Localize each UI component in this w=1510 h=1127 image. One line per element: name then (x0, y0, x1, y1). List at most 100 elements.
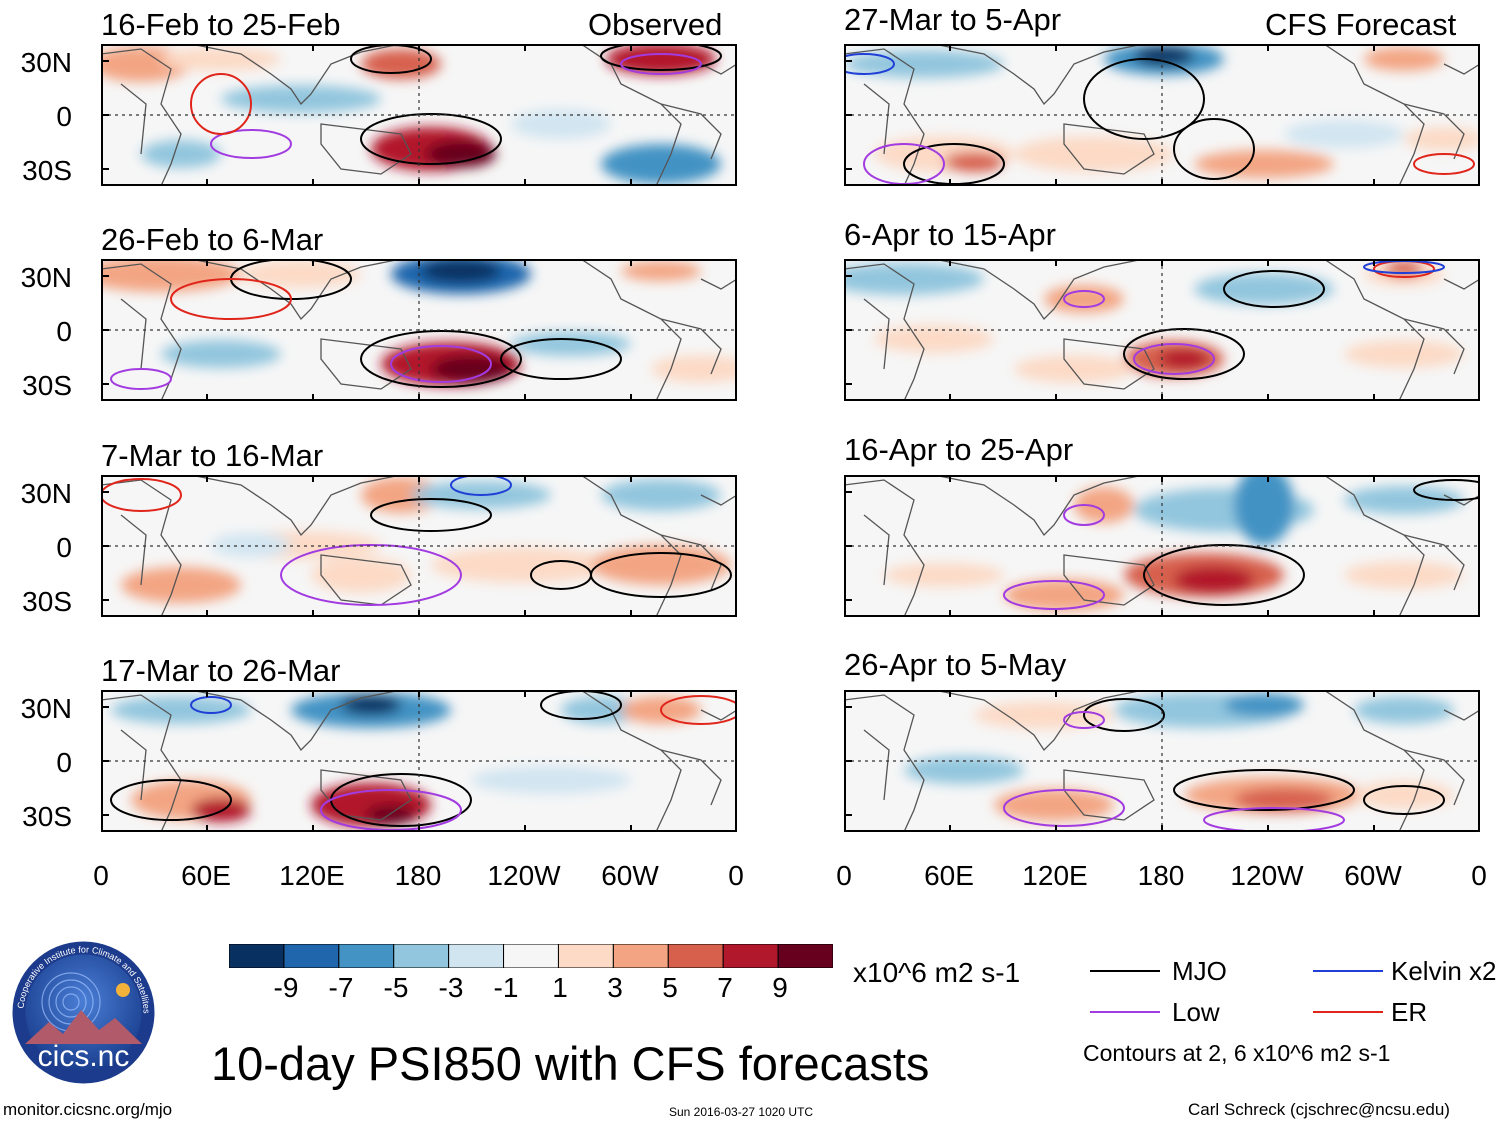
filter-contour (1003, 580, 1105, 610)
anomaly-shade (1194, 150, 1334, 178)
panel-tag-observed: Observed (588, 7, 723, 42)
panel-frame (101, 475, 737, 617)
xtick-left-120e: 120E (279, 860, 345, 891)
filter-contour (1413, 479, 1480, 501)
colorbar-label: -1 (493, 972, 519, 1003)
filter-contour (190, 73, 252, 135)
anomaly-shade (1044, 285, 1124, 313)
panel-title-8: 26-Apr to 5-May (844, 647, 1067, 682)
panel-tag-forecast: CFS Forecast (1265, 7, 1457, 42)
xtick-left-0: 0 (93, 860, 109, 891)
colorbar-label: -5 (383, 972, 409, 1003)
filter-contour (390, 345, 492, 383)
filter-contour (1143, 544, 1305, 606)
legend-label-mjo: MJO (1172, 956, 1227, 986)
legend-swatch-mjo (1090, 970, 1160, 972)
colorbar-swatch (503, 943, 559, 969)
map-panel-1 (101, 44, 737, 186)
filter-contour (280, 544, 462, 606)
filter-contour (1063, 290, 1105, 308)
ytick-0-p1: 0 (56, 101, 72, 132)
legend-swatch-er (1313, 1011, 1383, 1013)
colorbar-swatch (338, 943, 395, 969)
xtick-right-60e: 60E (924, 860, 974, 891)
filter-contour (1063, 711, 1105, 729)
colorbar-swatch (612, 943, 669, 969)
ytick-0-p2: 0 (56, 316, 72, 347)
panel-title-4: 17-Mar to 26-Mar (101, 653, 341, 688)
anomaly-shade (211, 533, 291, 557)
filter-contour (110, 368, 172, 390)
filter-contour (1413, 153, 1475, 175)
filter-contour (1063, 504, 1105, 526)
xtick-right-360: 0 (1471, 860, 1487, 891)
xtick-left-60w: 60W (601, 860, 659, 891)
anomaly-shade (844, 263, 984, 295)
map-graphic (101, 259, 737, 401)
colorbar-swatch (557, 943, 614, 969)
xtick-right-0: 0 (836, 860, 852, 891)
anomaly-shade (1364, 47, 1444, 71)
anomaly-shade (341, 695, 401, 715)
filter-contour (1363, 785, 1445, 815)
anomaly-shade (426, 140, 496, 168)
anomaly-shade (601, 144, 721, 184)
map-panel-5 (844, 44, 1480, 186)
panel-title-6: 6-Apr to 15-Apr (844, 217, 1056, 252)
anomaly-shade (874, 325, 994, 353)
filter-contour (110, 779, 232, 821)
colorbar-swatch (722, 943, 779, 969)
ytick-30n-p4: 30N (20, 693, 72, 724)
anomaly-shade (944, 152, 1004, 172)
footer-url[interactable]: monitor.cicsnc.org/mjo (3, 1100, 173, 1119)
colorbar-swatch (667, 943, 724, 969)
anomaly-shade (361, 477, 441, 513)
filter-contour (450, 475, 512, 496)
filter-contour (1123, 328, 1245, 380)
anomaly-shade (241, 260, 361, 288)
ytick-0-p4: 0 (56, 747, 72, 778)
cics-logo-graphic: Cooperative Institute for Climate and Sa… (12, 941, 155, 1084)
panel-title-1: 16-Feb to 25-Feb (101, 7, 341, 42)
anomaly-shade (366, 805, 416, 825)
anomaly-shade (1174, 566, 1254, 594)
footer-author: Carl Schreck (cjschrec@ncsu.edu) (1188, 1100, 1450, 1119)
panel-frame (844, 690, 1480, 832)
filter-contour (1203, 807, 1345, 832)
panel-frame (844, 475, 1480, 617)
panel-frame (844, 44, 1480, 186)
filter-contour (360, 113, 502, 165)
colorbar-label: 5 (662, 972, 678, 1003)
main-title: 10-day PSI850 with CFS forecasts (211, 1037, 930, 1090)
anomaly-shade (121, 567, 241, 603)
colorbar-swatch (777, 943, 834, 969)
ytick-0-p3: 0 (56, 532, 72, 563)
colorbar-label: -3 (438, 972, 464, 1003)
anomaly-shade (994, 789, 1114, 821)
colorbar-label: 9 (772, 972, 788, 1003)
colorbar-swatch (228, 943, 285, 969)
xtick-right-120w: 120W (1230, 860, 1304, 891)
filter-contour (1003, 789, 1125, 827)
colorbar-swatch (283, 943, 340, 969)
anomaly-shade (606, 44, 716, 75)
anomaly-shade (421, 259, 501, 283)
map-panel-8 (844, 690, 1480, 832)
map-graphic (844, 259, 1480, 401)
anomaly-shade (1284, 120, 1404, 148)
filter-contour (590, 552, 732, 598)
coastline (101, 475, 737, 617)
map-panel-6 (844, 259, 1480, 401)
anomaly-shade (511, 332, 631, 356)
coastline (101, 259, 737, 401)
colorbar-label: 3 (607, 972, 623, 1003)
anomaly-shade (884, 563, 1004, 587)
xtick-left-180: 180 (394, 860, 442, 891)
legend-swatch-kelvin (1313, 970, 1383, 972)
ytick-30s-p1: 30S (22, 155, 72, 186)
anomaly-shade (311, 557, 411, 593)
anomaly-shade (621, 261, 701, 281)
ytick-30s-p3: 30S (22, 586, 72, 617)
anomaly-shade (1224, 693, 1304, 717)
logo-text: cics.nc (38, 1040, 130, 1073)
